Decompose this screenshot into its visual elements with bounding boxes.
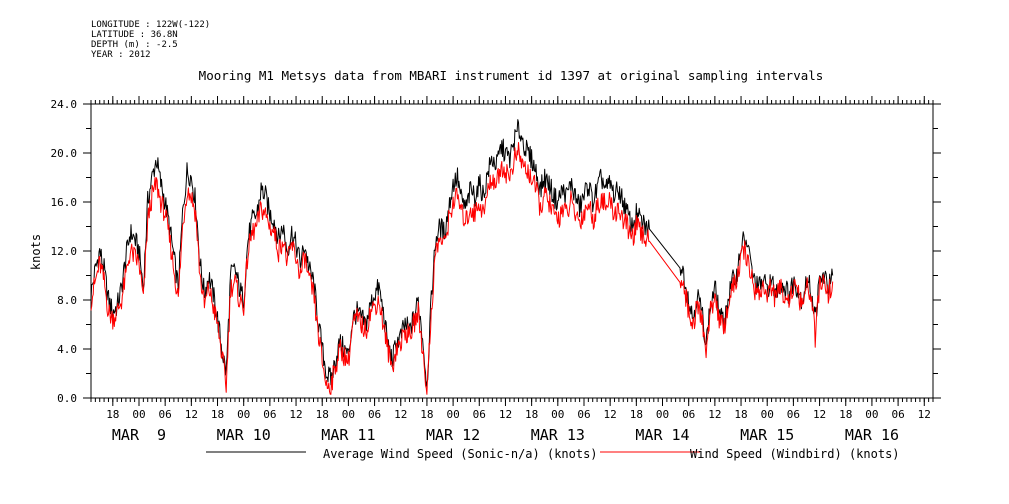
- y-tick-label: 8.0: [57, 294, 77, 307]
- y-axis-title: knots: [29, 234, 43, 270]
- y-tick-label: 12.0: [51, 245, 78, 258]
- x-day-label: MAR 14: [635, 426, 689, 444]
- x-day-label: MAR 16: [845, 426, 899, 444]
- y-axis-ticks: 0.0 4.0 8.0 12.0 16.0 20.0 24.0: [51, 98, 941, 405]
- y-tick-label: 24.0: [51, 98, 78, 111]
- depth-text: DEPTH (m) : -2.5: [91, 40, 178, 50]
- x-hour-label: 06: [159, 408, 172, 421]
- y-tick-label: 20.0: [51, 147, 78, 160]
- x-hour-label: 12: [813, 408, 826, 421]
- x-hour-label: 12: [604, 408, 617, 421]
- x-hour-label: 00: [865, 408, 878, 421]
- x-hour-label: 00: [132, 408, 145, 421]
- y-tick-label: 16.0: [51, 196, 78, 209]
- longitude-text: LONGITUDE : 122W(-122): [91, 20, 211, 30]
- x-hour-label: 00: [656, 408, 669, 421]
- series-line-1: [90, 119, 834, 388]
- x-hour-label: 06: [263, 408, 276, 421]
- plot-frame: [90, 103, 934, 399]
- x-hour-label: 18: [420, 408, 433, 421]
- x-hour-label: 12: [499, 408, 512, 421]
- chart-title: Mooring M1 Metsys data from MBARI instru…: [199, 68, 824, 83]
- legend-label-2: Wind Speed (Windbird) (knots): [690, 447, 900, 461]
- x-hour-label: 06: [787, 408, 800, 421]
- x-hour-label: 12: [708, 408, 721, 421]
- x-hour-label: 06: [473, 408, 486, 421]
- x-day-label: MAR 13: [531, 426, 585, 444]
- x-hour-label: 18: [525, 408, 538, 421]
- x-hour-label: 00: [237, 408, 250, 421]
- x-day-label: MAR 15: [740, 426, 794, 444]
- x-hour-label: 00: [551, 408, 564, 421]
- x-axis-ticks: 18 00 06 12 18 00 06 12 18 00 06 12 18 00 06 12 18 00 06 12…: [106, 96, 931, 444]
- x-hour-label: 00: [446, 408, 459, 421]
- x-hour-label: 00: [761, 408, 774, 421]
- x-hour-label: 00: [342, 408, 355, 421]
- year-text: YEAR : 2012: [91, 50, 151, 60]
- x-hour-label: 18: [316, 408, 329, 421]
- x-day-label: MAR 9: [112, 426, 166, 444]
- x-day-label: MAR 11: [321, 426, 375, 444]
- legend: Average Wind Speed (Sonic-n/a) (knots) Wi…: [206, 447, 900, 461]
- x-hour-label: 12: [918, 408, 931, 421]
- x-hour-label: 06: [682, 408, 695, 421]
- x-day-label: MAR 10: [217, 426, 271, 444]
- x-hour-label: 12: [394, 408, 407, 421]
- legend-label-1: Average Wind Speed (Sonic-n/a) (knots): [323, 447, 598, 461]
- y-tick-label: 0.0: [57, 392, 77, 405]
- x-hour-label: 18: [106, 408, 119, 421]
- y-tick-label: 4.0: [57, 343, 77, 356]
- metadata-block: LONGITUDE : 122W(-122) LATITUDE : 36.8N …: [91, 20, 210, 60]
- x-hour-label: 12: [289, 408, 302, 421]
- series-layer: [90, 119, 834, 395]
- x-day-label: MAR 12: [426, 426, 480, 444]
- latitude-text: LATITUDE : 36.8N: [91, 30, 178, 40]
- x-hour-label: 18: [630, 408, 643, 421]
- x-hour-label: 06: [577, 408, 590, 421]
- x-hour-label: 18: [839, 408, 852, 421]
- x-hour-label: 06: [368, 408, 381, 421]
- series-line-2: [90, 142, 834, 395]
- x-hour-label: 18: [211, 408, 224, 421]
- x-hour-label: 06: [891, 408, 904, 421]
- x-hour-label: 18: [734, 408, 747, 421]
- x-hour-label: 12: [185, 408, 198, 421]
